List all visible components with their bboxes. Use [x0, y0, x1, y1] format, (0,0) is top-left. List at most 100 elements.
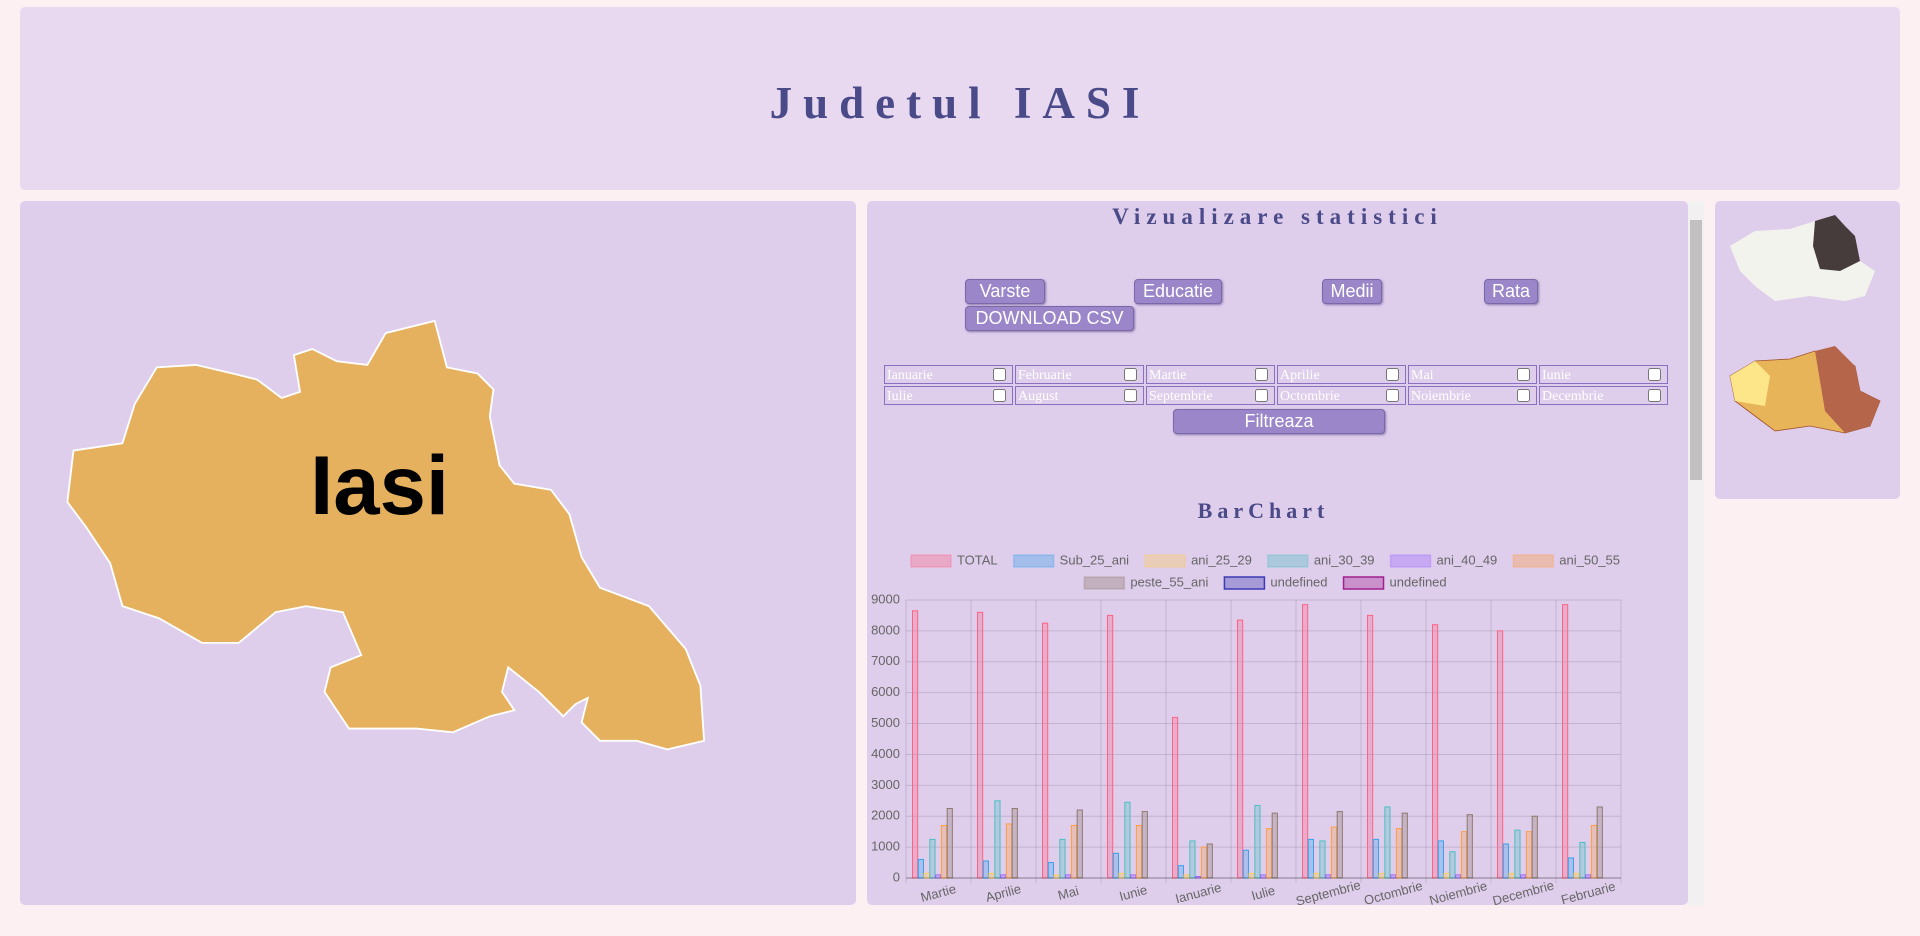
bar [929, 838, 936, 879]
bar [1118, 872, 1125, 879]
bar [1432, 624, 1439, 879]
bar-chart: BarChart 0 1000 2000 3000 4000 5000 6000 7000 800… [871, 498, 1622, 905]
bar [1005, 823, 1013, 879]
bar [1401, 812, 1408, 879]
scrollbar[interactable] [1688, 201, 1704, 905]
legend-swatch [910, 554, 952, 568]
overview-panel [1715, 201, 1900, 499]
overview-maps [1729, 215, 1881, 434]
bar [940, 824, 948, 879]
map-panel: Iasi [20, 201, 856, 905]
county-shape [66, 319, 706, 751]
x-tick-label: Aprilie [984, 881, 1023, 905]
bar [1336, 811, 1343, 879]
bar [917, 858, 924, 879]
bar [1059, 838, 1066, 879]
bar [1260, 874, 1267, 879]
legend-label: TOTAL [957, 552, 998, 567]
month-checkbox[interactable] [1124, 368, 1137, 381]
y-tick-label: 4000 [871, 746, 900, 761]
y-tick-label: 8000 [871, 622, 900, 637]
button[interactable]: Varste [965, 279, 1045, 304]
month-checkbox[interactable] [993, 389, 1006, 402]
month-option: Noiembrie [1408, 386, 1537, 405]
bar [1130, 874, 1137, 879]
bar [1590, 824, 1598, 879]
chart-title: BarChart [1198, 498, 1330, 523]
bar [1076, 809, 1083, 879]
county-label: Iasi [310, 439, 449, 532]
month-label: Octombrie [1280, 389, 1340, 404]
x-tick-label: Februarie [1559, 879, 1617, 905]
month-option: Octombrie [1277, 386, 1406, 405]
legend-label: undefined [1390, 574, 1447, 589]
bar [1466, 814, 1473, 879]
bar [1390, 874, 1397, 879]
month-checkbox[interactable] [1386, 368, 1399, 381]
bar [1531, 815, 1538, 879]
month-label: Februarie [1018, 368, 1072, 383]
heatmap-light [1730, 361, 1770, 406]
bar [1567, 857, 1574, 879]
bar [1508, 872, 1515, 879]
filter-button[interactable]: Filtreaza [1173, 409, 1385, 434]
bar [977, 611, 984, 879]
month-option: Martie [1146, 365, 1275, 384]
bar [912, 610, 919, 879]
month-option: Aprilie [1277, 365, 1406, 384]
month-label: Iunie [1542, 368, 1571, 383]
month-label: August [1018, 389, 1059, 404]
x-tick-label: Iulie [1250, 883, 1277, 904]
button[interactable]: DOWNLOAD CSV [965, 306, 1134, 331]
month-checkbox[interactable] [1255, 368, 1268, 381]
county-map: Iasi [66, 319, 706, 751]
bar [1265, 828, 1273, 879]
month-option: Iulie [884, 386, 1013, 405]
month-checkbox[interactable] [1648, 368, 1661, 381]
bar [1206, 843, 1213, 879]
month-checkbox[interactable] [993, 368, 1006, 381]
bar [994, 800, 1001, 879]
x-tick-label: Mai [1056, 883, 1080, 903]
bar [1579, 841, 1586, 879]
legend-swatch [1267, 554, 1309, 568]
bar [1367, 614, 1374, 879]
panel-title: Vizualizare statistici [1112, 204, 1443, 229]
month-checkbox[interactable] [1386, 389, 1399, 402]
y-tick-label: 2000 [871, 808, 900, 823]
month-checkbox[interactable] [1255, 389, 1268, 402]
month-label: Iulie [887, 389, 913, 404]
bar [1562, 604, 1569, 879]
month-label: Mai [1411, 368, 1434, 383]
x-tick-label: Ianuarie [1174, 880, 1223, 905]
bar [1395, 828, 1403, 879]
page-title: Judetul IASI [769, 78, 1151, 128]
month-option: Ianuarie [884, 365, 1013, 384]
bar [1183, 874, 1190, 879]
month-checkbox[interactable] [1124, 389, 1137, 402]
scroll-thumb[interactable] [1690, 220, 1702, 480]
bar [1000, 874, 1007, 879]
button[interactable]: Educatie [1134, 279, 1222, 304]
month-checkbox[interactable] [1517, 368, 1530, 381]
bar [988, 872, 995, 879]
y-tick-label: 0 [893, 869, 900, 884]
bar [1042, 622, 1049, 879]
month-checkbox[interactable] [1517, 389, 1530, 402]
y-tick-label: 3000 [871, 777, 900, 792]
legend-swatch [1144, 554, 1186, 568]
bar [1514, 829, 1521, 879]
bar [1302, 604, 1309, 879]
bar [1112, 852, 1119, 879]
button[interactable]: Rata [1484, 279, 1538, 304]
month-checkbox[interactable] [1648, 389, 1661, 402]
button[interactable]: Medii [1322, 279, 1382, 304]
bar [1254, 804, 1261, 879]
y-tick-label: 5000 [871, 715, 900, 730]
bar [1372, 838, 1379, 879]
stats-panel: Vizualizare statistici Varste Educatie Med… [867, 201, 1688, 905]
y-tick-label: 6000 [871, 684, 900, 699]
bar [1047, 862, 1054, 879]
month-label: Noiembrie [1411, 389, 1471, 404]
legend-swatch [1223, 576, 1266, 590]
